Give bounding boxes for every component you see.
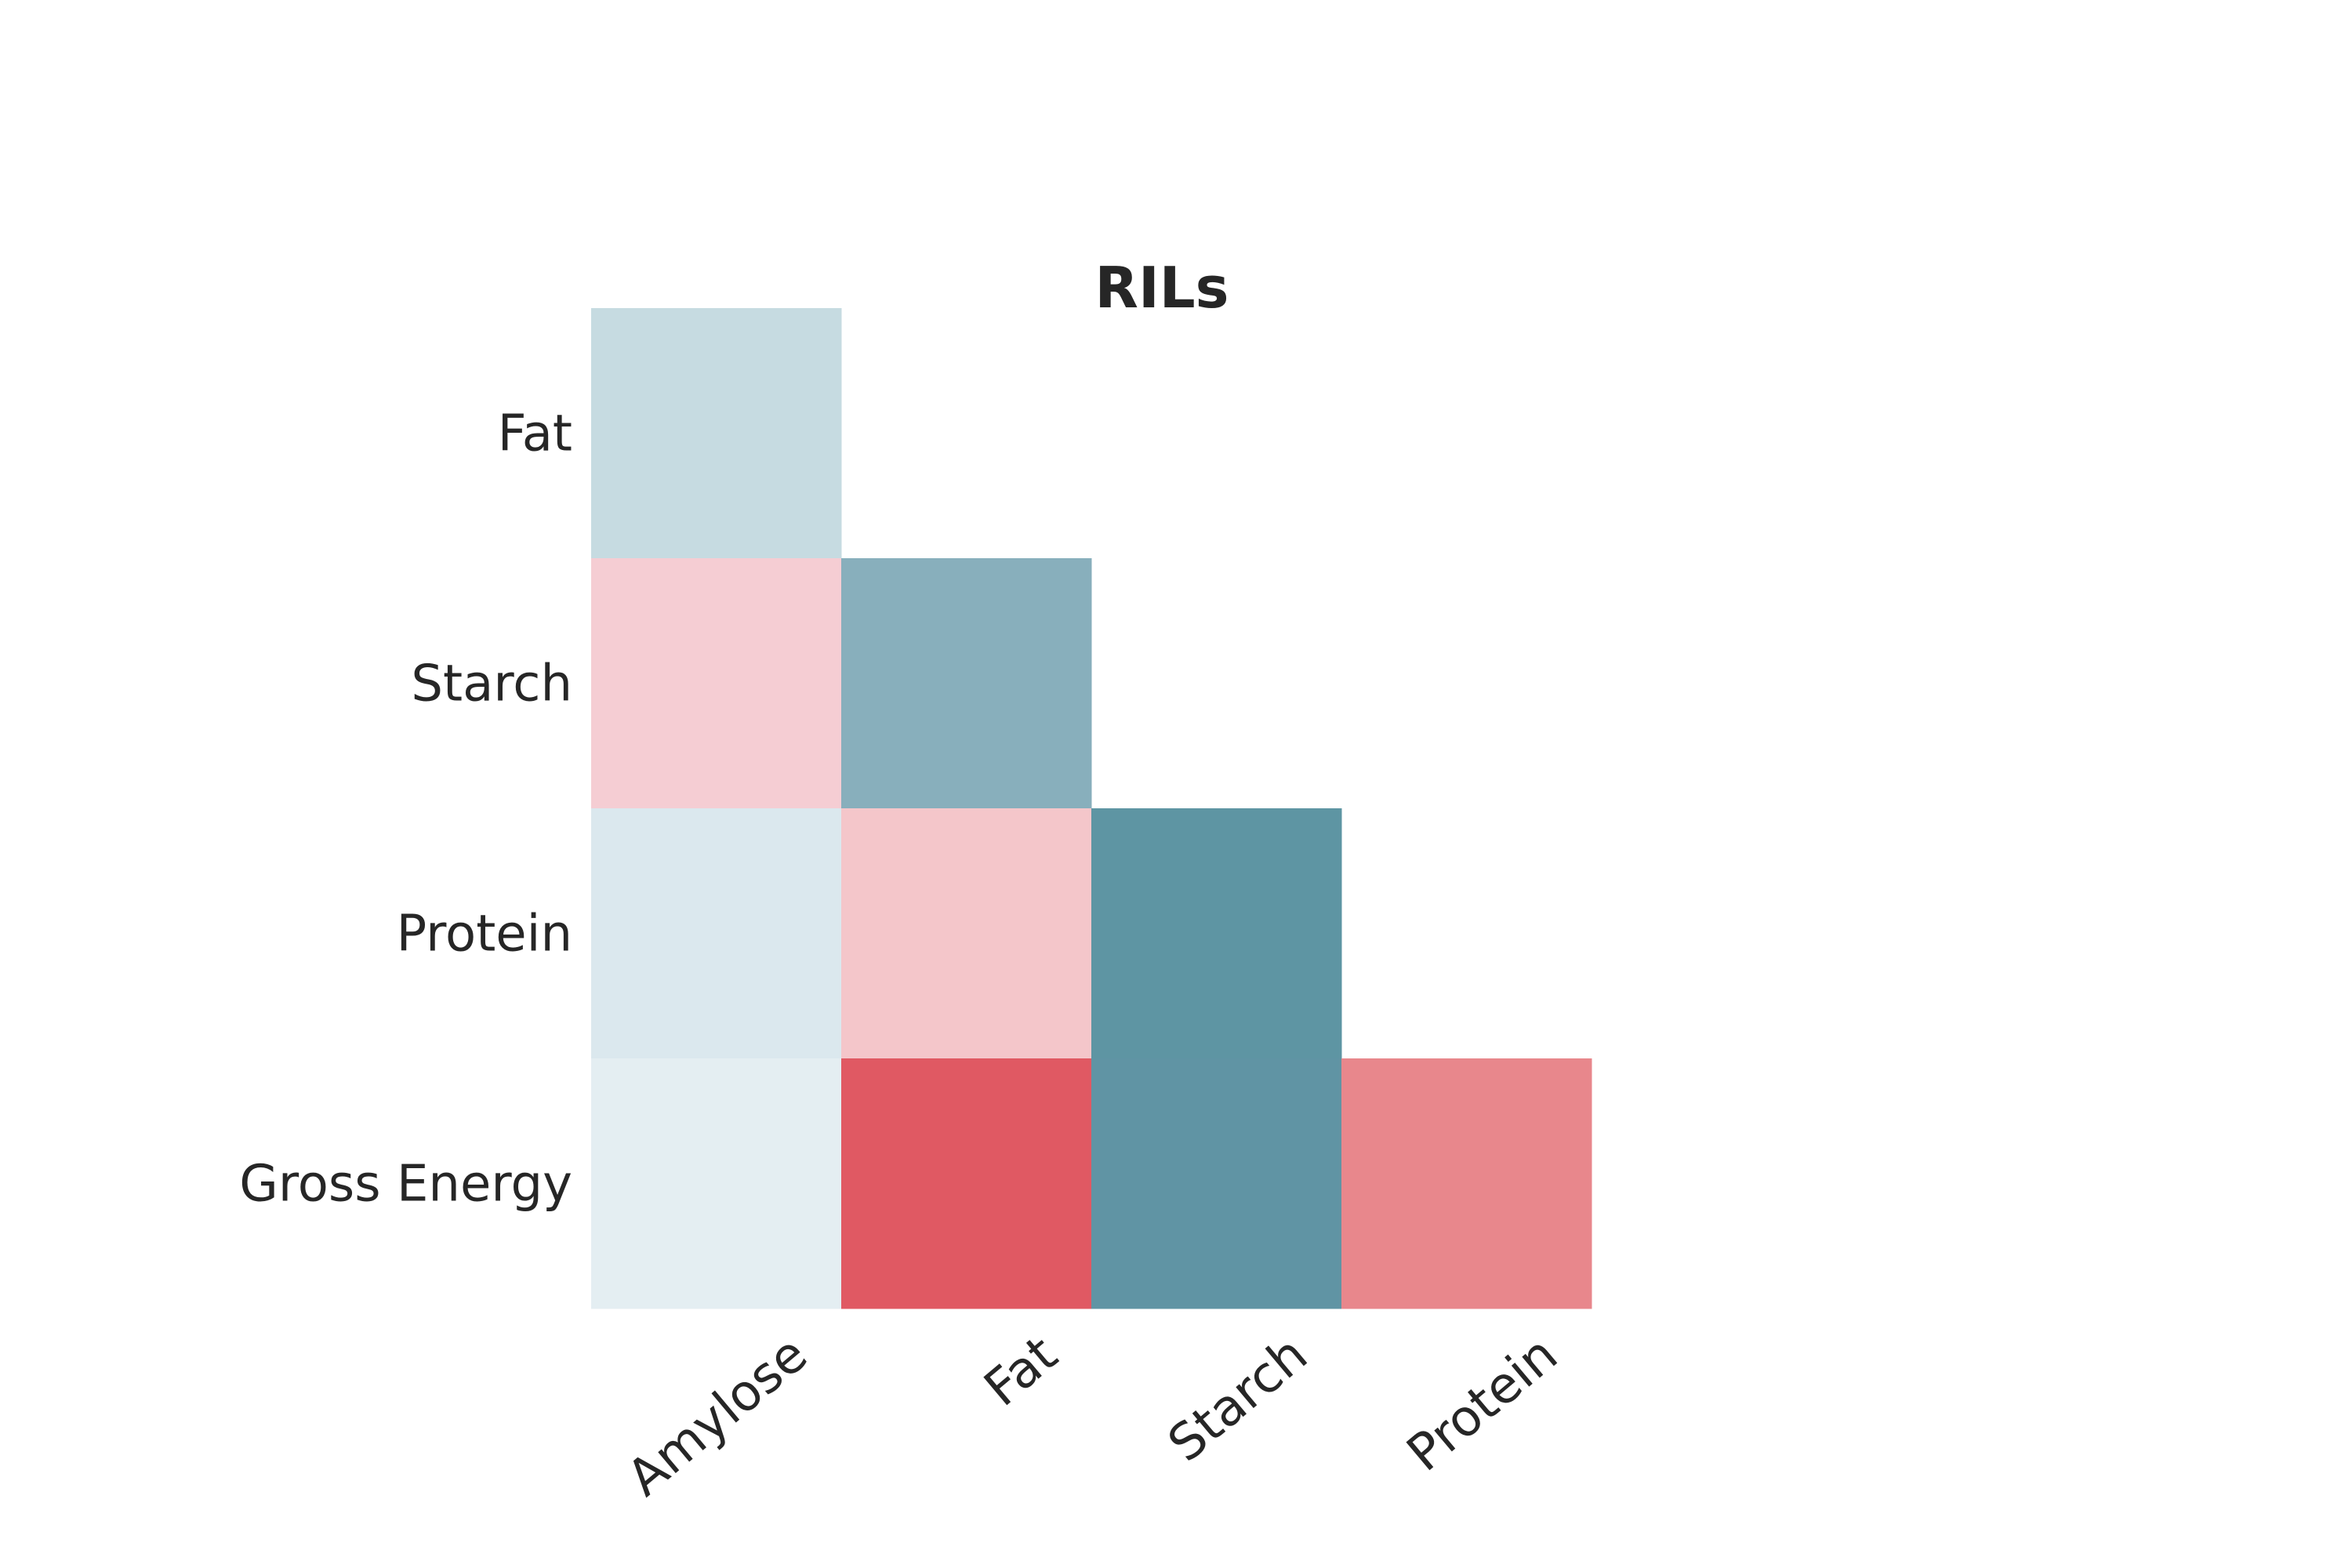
heatmap-cell	[591, 308, 842, 559]
x-tick-label: Amylose	[617, 1326, 818, 1508]
y-axis-tick-labels: Fat Starch Protein Gross Energy	[239, 405, 572, 1214]
heatmap-cell	[591, 808, 842, 1059]
heatmap-cell	[1091, 808, 1342, 1059]
x-tick-label: Protein	[1396, 1326, 1568, 1483]
heatmap-cell	[841, 1058, 1092, 1309]
heatmap-cells	[591, 308, 1592, 1309]
chart-title: RILs	[1095, 255, 1229, 321]
heatmap-cell	[1091, 1058, 1342, 1309]
heatmap-cell	[591, 558, 842, 809]
heatmap-cell	[841, 558, 1092, 809]
x-tick-label: Starch	[1158, 1326, 1319, 1474]
heatmap-cell	[591, 1058, 842, 1309]
x-tick-label: Fat	[974, 1326, 1069, 1418]
y-tick-label: Fat	[498, 405, 572, 463]
x-axis-tick-labels: Amylose Fat Starch Protein	[617, 1326, 1569, 1508]
y-tick-label: Gross Energy	[239, 1156, 572, 1214]
y-tick-label: Protein	[397, 906, 572, 964]
y-tick-label: Starch	[411, 655, 572, 713]
heatmap-cell	[841, 808, 1092, 1059]
heatmap-cell	[1341, 1058, 1592, 1309]
